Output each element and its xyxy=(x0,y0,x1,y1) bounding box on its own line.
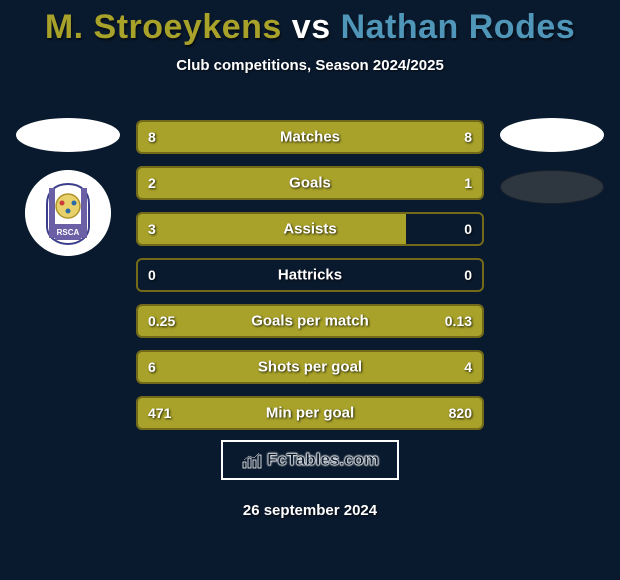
date-text: 26 september 2024 xyxy=(243,502,377,519)
stat-label: Goals xyxy=(289,175,331,192)
stat-left-value: 0 xyxy=(148,267,156,283)
stat-label: Shots per goal xyxy=(258,359,362,376)
player1-name: M. Stroeykens xyxy=(45,8,282,46)
stat-row-hattricks: 0 Hattricks 0 xyxy=(136,258,484,292)
stat-right-value: 0.13 xyxy=(445,313,472,329)
svg-text:RSCA: RSCA xyxy=(57,228,80,237)
stat-left-value: 471 xyxy=(148,405,171,421)
fctables-logo: FcTables.com xyxy=(221,440,399,480)
bar-right-fill xyxy=(344,352,482,382)
stat-left-value: 8 xyxy=(148,129,156,145)
stat-row-goals-per-match: 0.25 Goals per match 0.13 xyxy=(136,304,484,338)
player1-placeholder-oval xyxy=(16,118,120,152)
comparison-title: M. Stroeykens vs Nathan Rodes xyxy=(0,0,620,47)
stat-left-value: 6 xyxy=(148,359,156,375)
bar-left-fill xyxy=(138,168,368,198)
stat-label: Assists xyxy=(283,221,336,238)
stat-left-value: 2 xyxy=(148,175,156,191)
player2-placeholder-oval xyxy=(500,118,604,152)
stat-label: Goals per match xyxy=(251,313,369,330)
stat-left-value: 0.25 xyxy=(148,313,175,329)
stat-left-value: 3 xyxy=(148,221,156,237)
fctables-brand-text: FcTables.com xyxy=(267,450,379,470)
stat-label: Hattricks xyxy=(278,267,342,284)
anderlecht-club-logo-icon: RSCA xyxy=(25,170,111,256)
stat-row-matches: 8 Matches 8 xyxy=(136,120,484,154)
stat-bars: 8 Matches 8 2 Goals 1 3 Assists 0 0 Hattricks 0 0.25… xyxy=(136,120,484,442)
player2-club-placeholder-oval xyxy=(500,170,604,204)
stat-row-goals: 2 Goals 1 xyxy=(136,166,484,200)
stat-right-value: 820 xyxy=(449,405,472,421)
right-column xyxy=(492,118,612,222)
stat-row-assists: 3 Assists 0 xyxy=(136,212,484,246)
stat-row-min-per-goal: 471 Min per goal 820 xyxy=(136,396,484,430)
stat-row-shots-per-goal: 6 Shots per goal 4 xyxy=(136,350,484,384)
stat-right-value: 0 xyxy=(464,267,472,283)
vs-word: vs xyxy=(292,8,331,46)
stat-right-value: 1 xyxy=(464,175,472,191)
stat-label: Min per goal xyxy=(266,405,354,422)
stat-right-value: 4 xyxy=(464,359,472,375)
subtitle: Club competitions, Season 2024/2025 xyxy=(0,57,620,74)
player2-name: Nathan Rodes xyxy=(341,8,576,46)
bar-left-fill xyxy=(138,214,406,244)
stat-right-value: 8 xyxy=(464,129,472,145)
left-column: RSCA xyxy=(8,118,128,256)
stat-label: Matches xyxy=(280,129,340,146)
stat-right-value: 0 xyxy=(464,221,472,237)
chart-icon xyxy=(241,450,263,470)
